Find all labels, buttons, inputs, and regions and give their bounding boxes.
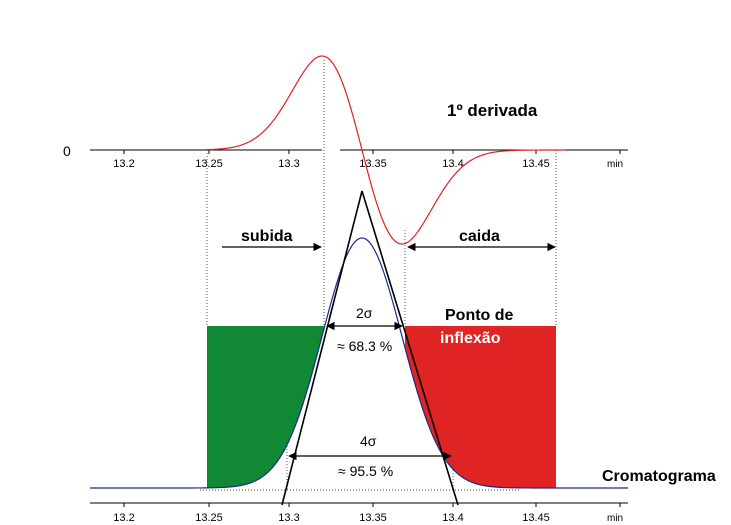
bottom-axis-tick-label-2: 13.25 bbox=[195, 512, 223, 524]
top-axis-unit: min bbox=[607, 159, 623, 170]
chromatogram-curve bbox=[90, 237, 628, 489]
chromatogram-label: Cromatograma bbox=[602, 468, 716, 485]
bottom-axis-ticks bbox=[123, 503, 621, 507]
bottom-axis-tick-label-1: 13.2 bbox=[113, 512, 134, 524]
derivative-curve bbox=[204, 55, 565, 245]
inflection-label-line1: Ponto de bbox=[445, 307, 514, 324]
top-axis-tick-label-5: 13.4 bbox=[442, 158, 463, 170]
bottom-axis-tick-label-5: 13.4 bbox=[442, 512, 463, 524]
rise-label: subida bbox=[241, 228, 293, 245]
bottom-axis-unit: min bbox=[607, 513, 623, 524]
top-axis-tick-label-2: 13.25 bbox=[195, 158, 223, 170]
top-axis-tick-label-3: 13.3 bbox=[278, 158, 299, 170]
two-sigma-label: 2σ bbox=[356, 305, 373, 321]
pct-683-label: ≈ 68.3 % bbox=[337, 338, 392, 354]
top-axis-ticks bbox=[123, 150, 621, 154]
top-axis-tick-label-1: 13.2 bbox=[113, 158, 134, 170]
top-axis-tick-label-6: 13.45 bbox=[522, 158, 550, 170]
fall-area-fill bbox=[405, 326, 556, 488]
bottom-axis-tick-label-3: 13.3 bbox=[278, 512, 299, 524]
inflection-label-line2: inflexão bbox=[440, 330, 501, 347]
four-sigma-label: 4σ bbox=[360, 433, 377, 449]
fall-label: caida bbox=[459, 228, 500, 245]
rise-area-fill bbox=[207, 326, 324, 488]
derivative-label: 1º derivada bbox=[447, 101, 538, 120]
bottom-axis-tick-label-4: 13.35 bbox=[359, 512, 387, 524]
top-axis-tick-label-4: 13.35 bbox=[359, 158, 387, 170]
pct-955-label: ≈ 95.5 % bbox=[338, 463, 393, 479]
bottom-axis-tick-label-6: 13.45 bbox=[522, 512, 550, 524]
top-axis-zero-label: 0 bbox=[63, 143, 71, 159]
